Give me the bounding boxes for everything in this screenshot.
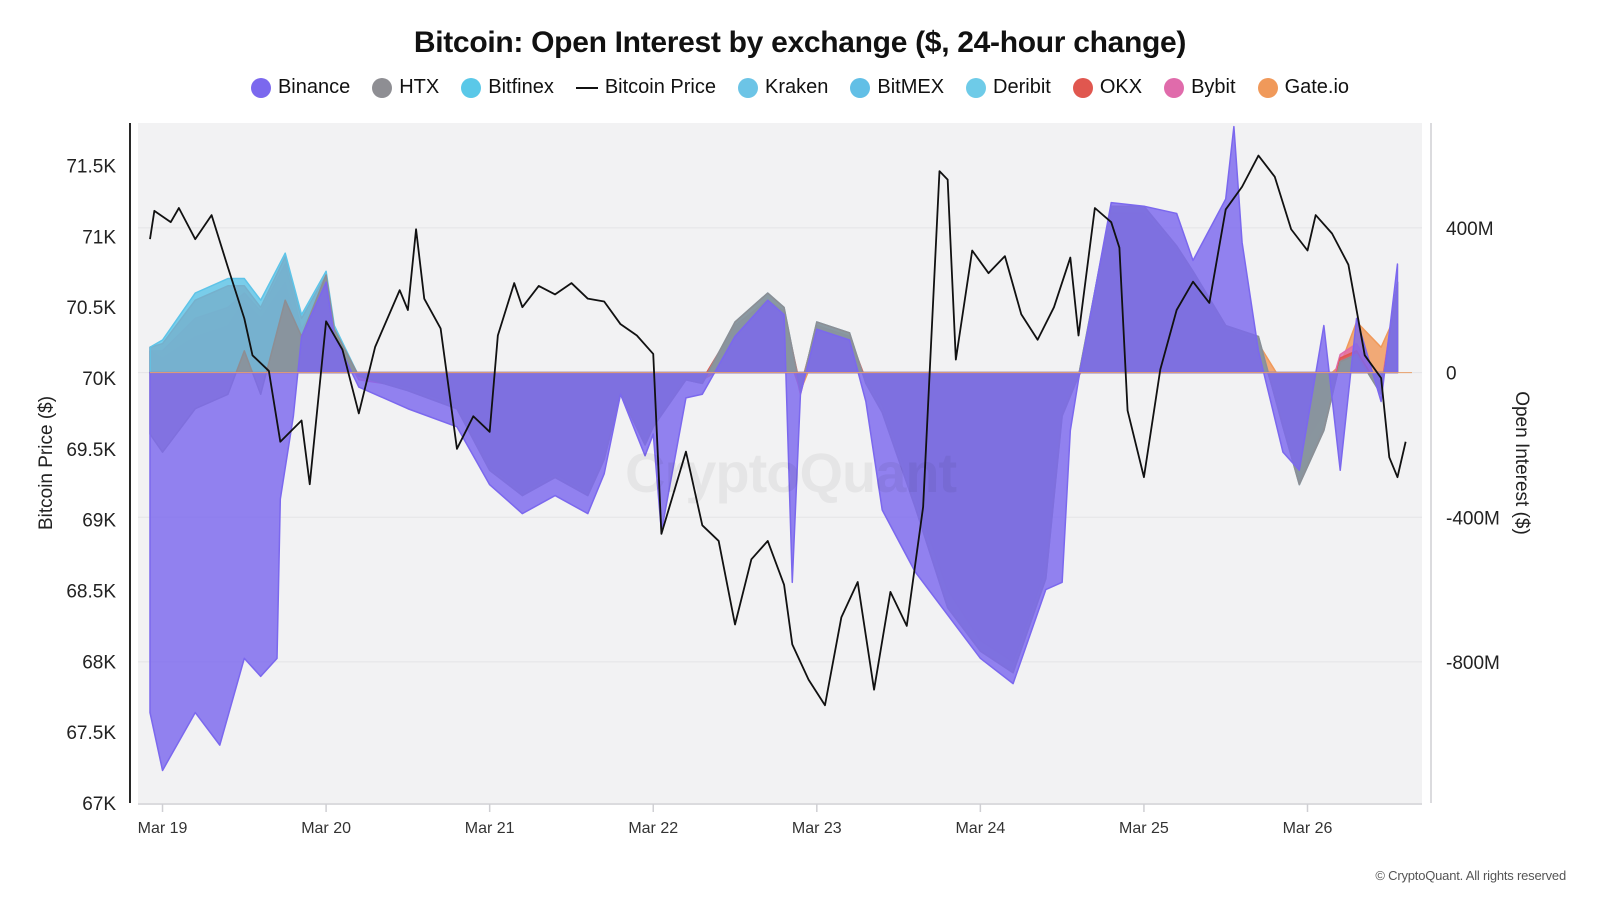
- left-tick-label: 68K: [82, 652, 116, 673]
- chart-title: Bitcoin: Open Interest by exchange ($, 2…: [413, 26, 1187, 59]
- legend-swatch-bitfinex: [461, 77, 482, 98]
- legend-swatch-binance: [250, 77, 271, 98]
- legend-item-okx[interactable]: OKX: [1072, 76, 1143, 99]
- legend-item-gateio[interactable]: Gate.io: [1257, 76, 1350, 99]
- copyright: © CryptoQuant. All rights reserved: [1375, 868, 1566, 883]
- legend-label-bitmex: BitMEX: [877, 76, 945, 98]
- legend-label-gateio: Gate.io: [1284, 76, 1350, 98]
- legend-swatch-okx: [1072, 77, 1093, 98]
- right-tick-label: -400M: [1446, 508, 1500, 529]
- left-tick-label: 71.5K: [66, 157, 116, 178]
- left-tick-label: 67.5K: [66, 723, 116, 744]
- left-tick-label: 71K: [82, 227, 116, 248]
- legend-label-bitcoin-price: Bitcoin Price: [604, 76, 716, 98]
- legend-swatch-kraken: [737, 77, 758, 98]
- axes: 67K 67.5K 68K 68.5K 69K 69.5K 70K 70.5K 71K 71.5K…: [66, 123, 1500, 837]
- x-tick-label: Mar 24: [955, 820, 1005, 837]
- legend-item-htx[interactable]: HTX: [372, 76, 439, 99]
- legend-item-bitfinex[interactable]: Bitfinex: [461, 76, 554, 99]
- left-tick-label: 70K: [82, 369, 116, 390]
- bitcoin-price-line: [149, 154, 1407, 707]
- left-tick-label: 67K: [82, 794, 116, 815]
- x-tick-label: Mar 20: [301, 820, 351, 837]
- open-interest-areas: [149, 125, 1399, 772]
- legend-item-bybit[interactable]: Bybit: [1164, 76, 1236, 99]
- legend-swatch-bybit: [1164, 77, 1185, 98]
- x-tick-label: Mar 26: [1283, 820, 1333, 837]
- legend-item-kraken[interactable]: Kraken: [737, 76, 829, 99]
- oi-area-binance: [149, 125, 1399, 772]
- left-tick-label: 70.5K: [66, 298, 116, 319]
- right-tick-label: 0: [1446, 364, 1457, 385]
- legend-swatch-gateio: [1257, 77, 1278, 98]
- legend-label-okx: OKX: [1099, 76, 1143, 98]
- legend-item-deribit[interactable]: Deribit: [966, 76, 1051, 99]
- right-axis-title: Open Interest ($): [1511, 391, 1532, 535]
- legend-item-bitcoin-price[interactable]: Bitcoin Price: [575, 76, 716, 99]
- legend-label-htx: HTX: [399, 76, 440, 98]
- right-tick-label: -800M: [1446, 653, 1500, 674]
- legend-label-kraken: Kraken: [764, 76, 829, 98]
- left-tick-label: 68.5K: [66, 582, 116, 603]
- x-tick-label: Mar 19: [138, 820, 188, 837]
- legend-item-bitmex[interactable]: BitMEX: [850, 76, 944, 99]
- watermark: CryptoQuant: [625, 441, 957, 504]
- legend-item-binance[interactable]: Binance: [250, 76, 351, 99]
- legend-label-bybit: Bybit: [1191, 76, 1236, 98]
- x-tick-label: Mar 22: [628, 820, 678, 837]
- x-tick-label: Mar 23: [792, 820, 842, 837]
- left-tick-label: 69K: [82, 511, 116, 532]
- x-tick-label: Mar 25: [1119, 820, 1169, 837]
- legend-swatch-htx: [372, 77, 393, 98]
- right-tick-label: 400M: [1446, 219, 1494, 240]
- x-tick-label: Mar 21: [465, 820, 515, 837]
- legend-label-bitfinex: Bitfinex: [488, 76, 554, 98]
- legend-label-binance: Binance: [277, 76, 351, 98]
- oi-area-htx: [149, 205, 1399, 674]
- legend-swatch-deribit: [966, 77, 987, 98]
- left-axis-title: Bitcoin Price ($): [36, 396, 57, 530]
- legend: Binance HTX Bitfinex Bitcoin Price Krake…: [0, 76, 1600, 99]
- legend-line-bitcoin-price: [575, 86, 598, 89]
- legend-label-deribit: Deribit: [993, 76, 1051, 98]
- bitcoin-price-path: [149, 154, 1407, 707]
- legend-swatch-bitmex: [850, 77, 871, 98]
- left-tick-label: 69.5K: [66, 440, 116, 461]
